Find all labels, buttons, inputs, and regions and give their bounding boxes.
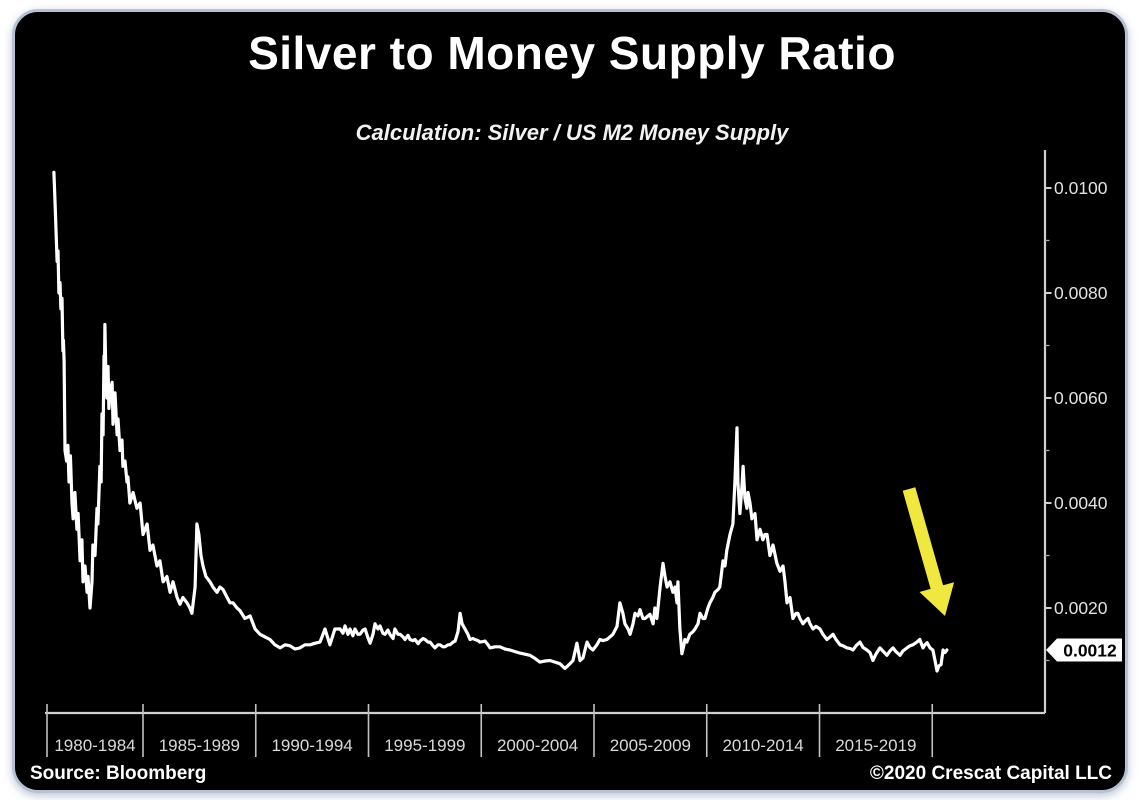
x-axis-group-label: 1990-1994	[271, 736, 352, 755]
x-axis-group-label: 2005-2009	[610, 736, 691, 755]
y-axis-tick-label: 0.0100	[1054, 178, 1108, 198]
source-attribution: Source: Bloomberg	[30, 763, 207, 784]
x-axis-group-label: 1995-1999	[384, 736, 465, 755]
last-value-tag: 0.0012	[1046, 638, 1122, 662]
copyright-attribution: ©2020 Crescat Capital LLC	[869, 763, 1112, 784]
axes-layer: 1980-1984 1985-1989 1990-1994 1995-1999 2000…	[45, 150, 1108, 757]
last-value-tag-label: 0.0012	[1063, 641, 1117, 661]
x-axis-group-label: 2000-2004	[497, 736, 578, 755]
chart-title: Silver to Money Supply Ratio	[248, 27, 896, 79]
y-axis-tick-label: 0.0060	[1054, 388, 1108, 408]
x-axis-group-label: 2015-2019	[835, 736, 916, 755]
y-axis-tick-label: 0.0080	[1054, 283, 1108, 303]
chart-subtitle: Calculation: Silver / US M2 Money Supply	[355, 120, 789, 145]
silver-m2-ratio-line	[52, 170, 949, 673]
y-axis-tick-label: 0.0040	[1054, 493, 1108, 513]
x-axis-group-label: 2010-2014	[722, 736, 803, 755]
downtrend-arrow-icon	[902, 487, 955, 616]
last-value-tag-shape	[1046, 638, 1122, 662]
x-axis-group-label: 1985-1989	[159, 736, 240, 755]
x-axis-group-label: 1980-1984	[54, 736, 135, 755]
y-axis-tick-label: 0.0020	[1054, 598, 1108, 618]
